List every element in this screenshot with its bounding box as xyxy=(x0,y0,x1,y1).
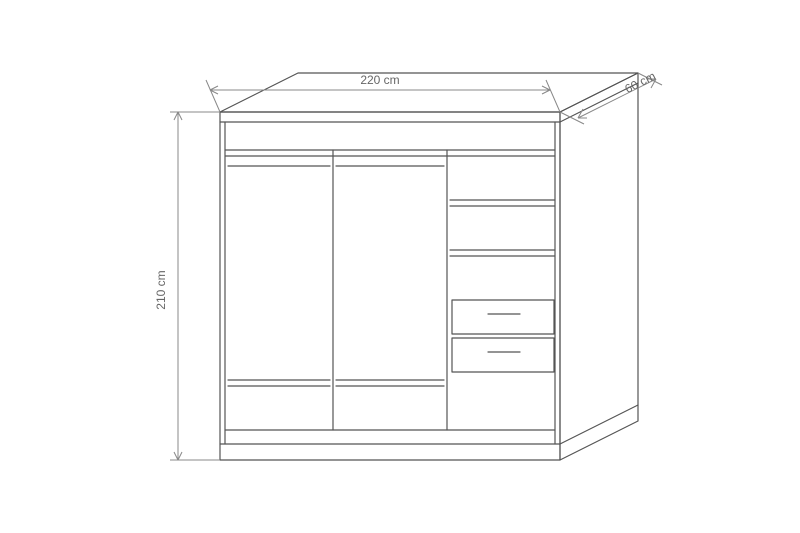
dimension-lines xyxy=(170,73,662,460)
cabinet-body xyxy=(220,73,638,460)
width-label: 220 cm xyxy=(360,73,399,87)
wardrobe-diagram: 210 cm 220 cm 60 cm xyxy=(0,0,800,533)
height-label: 210 cm xyxy=(154,270,168,309)
dimension-labels: 210 cm 220 cm 60 cm xyxy=(154,69,658,310)
